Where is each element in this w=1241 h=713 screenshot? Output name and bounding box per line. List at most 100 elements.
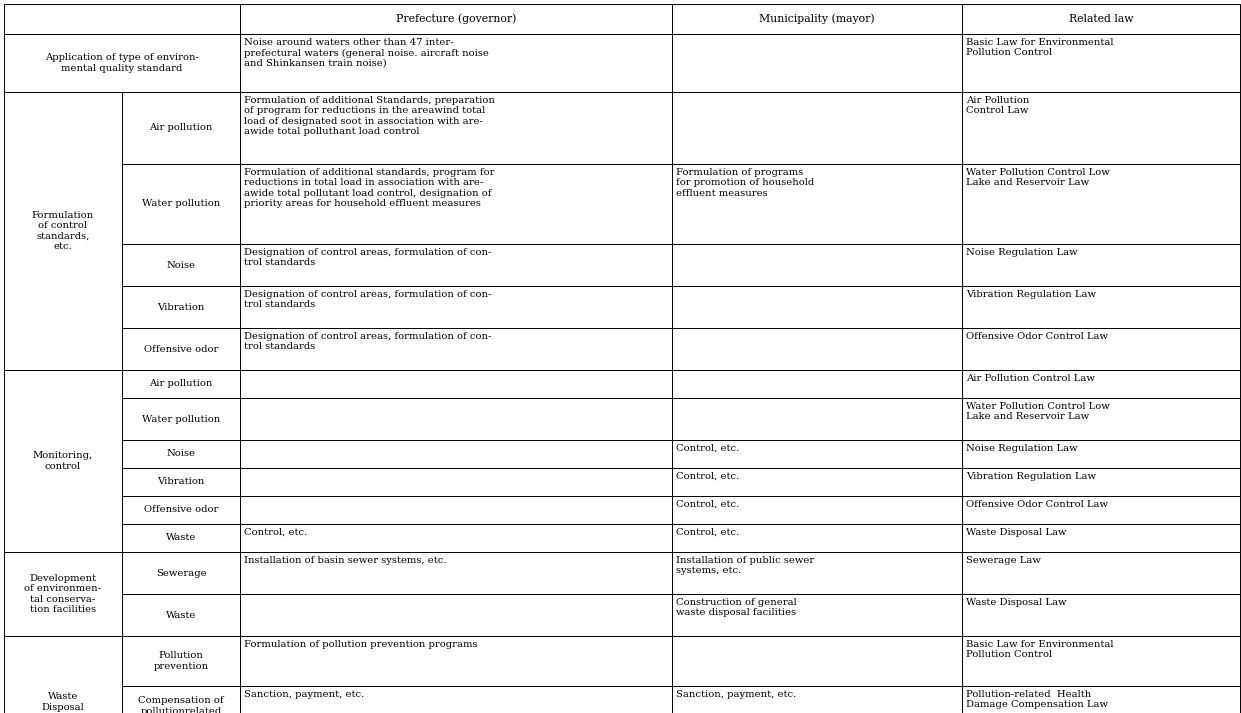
Text: Control, etc.: Control, etc. [676, 472, 740, 481]
Text: Installation of public sewer
systems, etc.: Installation of public sewer systems, et… [676, 556, 814, 575]
Bar [240, 286, 671, 328]
Text: Formulation of programs
for promotion of household
effluent measures: Formulation of programs for promotion of… [676, 168, 814, 198]
Text: Offensive odor: Offensive odor [144, 344, 218, 354]
Text: Related law: Related law [1069, 14, 1133, 24]
Bar [4, 92, 122, 370]
Text: Construction of general
waste disposal facilities: Construction of general waste disposal f… [676, 598, 797, 617]
Text: Air Pollution
Control Law: Air Pollution Control Law [965, 96, 1029, 116]
Bar [671, 552, 962, 594]
Text: Noise: Noise [166, 449, 196, 458]
Text: Waste: Waste [166, 610, 196, 620]
Bar [240, 398, 671, 440]
Text: Vibration Regulation Law: Vibration Regulation Law [965, 472, 1096, 481]
Bar [962, 468, 1240, 496]
Text: Designation of control areas, formulation of con-
trol standards: Designation of control areas, formulatio… [244, 290, 491, 309]
Bar [671, 440, 962, 468]
Text: Offensive Odor Control Law: Offensive Odor Control Law [965, 500, 1108, 509]
Bar [122, 328, 240, 370]
Bar [4, 370, 122, 552]
Text: Basic Law for Environmental
Pollution Control: Basic Law for Environmental Pollution Co… [965, 640, 1113, 660]
Bar [671, 636, 962, 686]
Bar [962, 398, 1240, 440]
Bar [671, 4, 962, 34]
Bar [240, 524, 671, 552]
Text: Water Pollution Control Low
Lake and Reservoir Law: Water Pollution Control Low Lake and Res… [965, 402, 1109, 421]
Text: Pollution-related  Health
Damage Compensation Law: Pollution-related Health Damage Compensa… [965, 690, 1108, 709]
Bar [962, 286, 1240, 328]
Bar [122, 552, 240, 594]
Bar [4, 34, 240, 92]
Text: Water pollution: Water pollution [141, 200, 220, 208]
Bar [240, 92, 671, 164]
Bar [240, 686, 671, 713]
Text: Sewerage: Sewerage [155, 568, 206, 578]
Text: Waste Disposal Law: Waste Disposal Law [965, 528, 1066, 537]
Bar [962, 164, 1240, 244]
Text: Vibration Regulation Law: Vibration Regulation Law [965, 290, 1096, 299]
Bar [962, 440, 1240, 468]
Bar [671, 468, 962, 496]
Text: Sanction, payment, etc.: Sanction, payment, etc. [676, 690, 797, 699]
Bar [240, 440, 671, 468]
Text: Monitoring,
control: Monitoring, control [32, 451, 93, 471]
Text: Control, etc.: Control, etc. [676, 500, 740, 509]
Text: Sewerage Law: Sewerage Law [965, 556, 1041, 565]
Bar [122, 92, 240, 164]
Bar [671, 370, 962, 398]
Bar [671, 92, 962, 164]
Text: Waste: Waste [166, 533, 196, 543]
Bar [240, 328, 671, 370]
Text: Noise: Noise [166, 260, 196, 270]
Bar [962, 496, 1240, 524]
Bar [240, 370, 671, 398]
Text: Basic Law for Environmental
Pollution Control: Basic Law for Environmental Pollution Co… [965, 38, 1113, 58]
Text: Development
of environmen-
tal conserva-
tion facilities: Development of environmen- tal conserva-… [25, 574, 102, 614]
Bar [122, 164, 240, 244]
Bar [122, 636, 240, 686]
Bar [240, 496, 671, 524]
Bar [122, 524, 240, 552]
Text: Noise Regulation Law: Noise Regulation Law [965, 444, 1077, 453]
Bar [240, 636, 671, 686]
Bar [122, 286, 240, 328]
Text: Waste Disposal Law: Waste Disposal Law [965, 598, 1066, 607]
Bar [962, 524, 1240, 552]
Text: Prefecture (governor): Prefecture (governor) [396, 14, 516, 24]
Text: Designation of control areas, formulation of con-
trol standards: Designation of control areas, formulatio… [244, 248, 491, 267]
Text: Installation of basin sewer systems, etc.: Installation of basin sewer systems, etc… [244, 556, 447, 565]
Text: Application of type of environ-
mental quality standard: Application of type of environ- mental q… [45, 53, 199, 73]
Bar [240, 4, 671, 34]
Bar [240, 594, 671, 636]
Bar [240, 34, 671, 92]
Bar [240, 164, 671, 244]
Bar [671, 164, 962, 244]
Text: Designation of control areas, formulation of con-
trol standards: Designation of control areas, formulatio… [244, 332, 491, 352]
Bar [122, 468, 240, 496]
Bar [4, 552, 122, 636]
Bar [4, 636, 122, 713]
Text: Offensive odor: Offensive odor [144, 506, 218, 515]
Text: Formulation of additional Standards, preparation
of program for reductions in th: Formulation of additional Standards, pre… [244, 96, 495, 136]
Bar [671, 328, 962, 370]
Text: Waste
Disposal
Law: Waste Disposal Law [42, 692, 84, 713]
Bar [962, 636, 1240, 686]
Text: Formulation of additional standards, program for
reductions in total load in ass: Formulation of additional standards, pro… [244, 168, 494, 208]
Text: Water Pollution Control Low
Lake and Reservoir Law: Water Pollution Control Low Lake and Res… [965, 168, 1109, 188]
Bar [962, 244, 1240, 286]
Text: Water pollution: Water pollution [141, 414, 220, 424]
Bar [122, 440, 240, 468]
Bar [122, 594, 240, 636]
Text: Air pollution: Air pollution [149, 123, 212, 133]
Bar [122, 686, 240, 713]
Bar [671, 34, 962, 92]
Text: Air pollution: Air pollution [149, 379, 212, 389]
Text: Offensive Odor Control Law: Offensive Odor Control Law [965, 332, 1108, 341]
Bar [240, 244, 671, 286]
Bar [671, 286, 962, 328]
Text: Pollution
prevention: Pollution prevention [154, 651, 208, 671]
Bar [122, 370, 240, 398]
Text: Control, etc.: Control, etc. [244, 528, 308, 537]
Bar [962, 34, 1240, 92]
Text: Air Pollution Control Law: Air Pollution Control Law [965, 374, 1095, 383]
Bar [4, 4, 240, 34]
